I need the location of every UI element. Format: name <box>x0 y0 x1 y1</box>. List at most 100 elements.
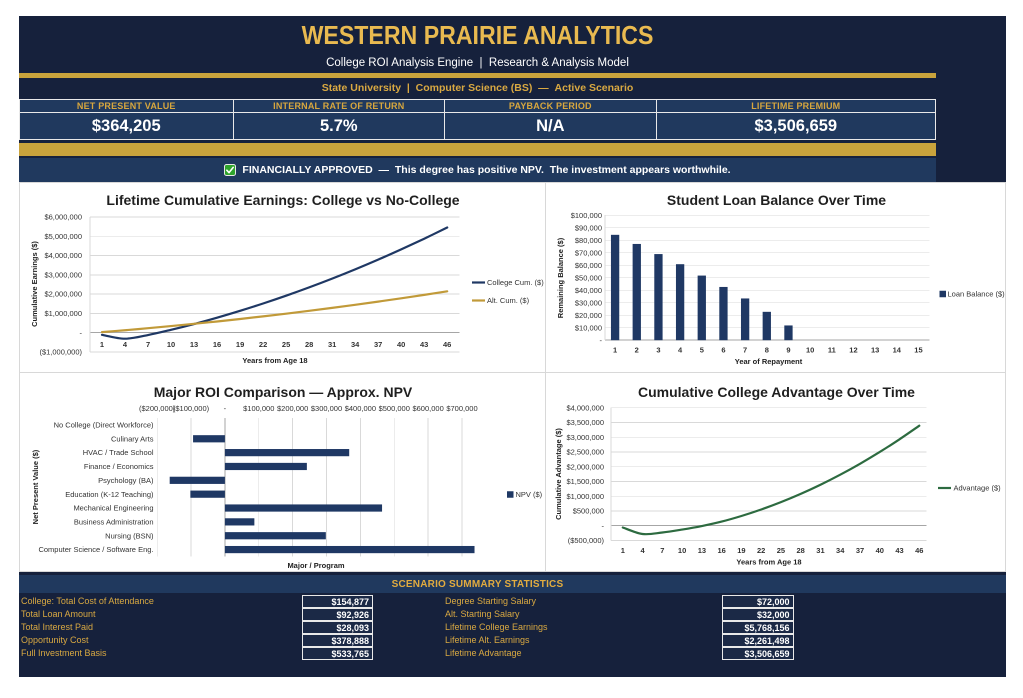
kpi-value: $364,205 <box>91 117 161 135</box>
svg-text:4: 4 <box>640 546 645 555</box>
gold-divider <box>19 73 936 78</box>
svg-text:$2,500,000: $2,500,000 <box>566 448 604 457</box>
kpi-row: NET PRESENT VALUE $364,205 INTERNAL RATE… <box>19 99 936 140</box>
svg-text:Years from Age 18: Years from Age 18 <box>736 558 801 567</box>
svg-text:10: 10 <box>167 340 175 349</box>
svg-text:Mechanical Engineering: Mechanical Engineering <box>73 504 153 513</box>
svg-text:31: 31 <box>816 546 824 555</box>
svg-text:$40,000: $40,000 <box>575 286 602 295</box>
svg-text:Net Present Value ($): Net Present Value ($) <box>31 449 40 524</box>
svg-text:$10,000: $10,000 <box>575 323 602 332</box>
summary-label: Opportunity Cost <box>21 635 89 645</box>
svg-text:$80,000: $80,000 <box>575 236 602 245</box>
summary-value-box: $2,261,498 <box>722 633 794 647</box>
summary-value-box: $92,926 <box>301 607 373 621</box>
svg-text:College Cum. ($): College Cum. ($) <box>487 278 544 287</box>
summary-label: Lifetime College Earnings <box>445 622 548 632</box>
svg-text:Cumulative College Advantage O: Cumulative College Advantage Over Time <box>638 384 915 400</box>
svg-text:31: 31 <box>328 340 336 349</box>
chart-cumulative-earnings: Lifetime Cumulative Earnings: College vs… <box>19 182 546 373</box>
svg-text:$700,000: $700,000 <box>446 404 477 413</box>
svg-text:25: 25 <box>282 340 290 349</box>
svg-text:$100,000: $100,000 <box>243 404 274 413</box>
svg-text:43: 43 <box>895 546 903 555</box>
chart-loan-balance: Student Loan Balance Over Time - $10,000 $2… <box>545 182 1006 373</box>
svg-text:Lifetime Cumulative Earnings:: Lifetime Cumulative Earnings: College vs… <box>106 192 459 208</box>
svg-text:11: 11 <box>828 346 836 355</box>
svg-text:28: 28 <box>305 340 313 349</box>
svg-text:37: 37 <box>856 546 864 555</box>
summary-value-box: $533,765 <box>301 646 373 660</box>
svg-text:Major / Program: Major / Program <box>287 561 344 570</box>
summary-label: Full Investment Basis <box>21 648 107 658</box>
summary-band: SCENARIO SUMMARY STATISTICS <box>19 575 1006 593</box>
svg-text:$1,000,000: $1,000,000 <box>566 492 604 501</box>
kpi-value: N/A <box>536 117 565 135</box>
svg-text:6: 6 <box>721 346 725 355</box>
gold-bar <box>19 143 936 156</box>
summary-value-box: $28,093 <box>301 620 373 634</box>
svg-text:Cumulative Earnings ($): Cumulative Earnings ($) <box>30 241 39 327</box>
svg-text:$500,000: $500,000 <box>379 404 410 413</box>
svg-text:1: 1 <box>621 546 625 555</box>
svg-text:($1,000,000): ($1,000,000) <box>39 348 82 357</box>
summary-value-box: $5,768,156 <box>722 620 794 634</box>
svg-text:Remaining Balance ($): Remaining Balance ($) <box>556 237 565 318</box>
svg-text:($500,000): ($500,000) <box>568 536 605 545</box>
svg-text:4: 4 <box>123 340 128 349</box>
svg-text:22: 22 <box>259 340 267 349</box>
svg-text:$2,000,000: $2,000,000 <box>44 290 82 299</box>
svg-text:46: 46 <box>443 340 451 349</box>
svg-text:($100,000): ($100,000) <box>173 404 210 413</box>
svg-text:$200,000: $200,000 <box>277 404 308 413</box>
svg-text:1: 1 <box>100 340 104 349</box>
summary-value-box: $3,506,659 <box>722 646 794 660</box>
kpi-value: $3,506,659 <box>754 117 838 135</box>
chart-loan-balance-svg: Student Loan Balance Over Time - $10,000 $2… <box>556 192 1005 366</box>
summary-label: Total Interest Paid <box>21 622 94 632</box>
svg-text:$4,000,000: $4,000,000 <box>566 403 604 412</box>
svg-text:Advantage ($): Advantage ($) <box>954 484 1002 493</box>
kpi-net-present-value: NET PRESENT VALUE $364,205 <box>20 100 233 139</box>
summary-value-box: $378,888 <box>301 633 373 647</box>
svg-text:9: 9 <box>786 346 790 355</box>
svg-text:$1,000,000: $1,000,000 <box>44 309 82 318</box>
kpi-payback-period: PAYBACK PERIOD N/A <box>444 100 656 139</box>
chart-cumulative-earnings-svg: Lifetime Cumulative Earnings: College vs… <box>30 192 544 365</box>
kpi-lifetime-premium: LIFETIME PREMIUM $3,506,659 <box>655 100 935 139</box>
svg-text:-: - <box>602 521 605 530</box>
summary-value-box: $72,000 <box>722 594 794 608</box>
svg-text:$1,500,000: $1,500,000 <box>566 477 604 486</box>
svg-text:Alt. Cum. ($): Alt. Cum. ($) <box>487 296 530 305</box>
svg-text:7: 7 <box>146 340 150 349</box>
svg-text:3: 3 <box>656 346 660 355</box>
svg-text:$5,000,000: $5,000,000 <box>44 232 82 241</box>
app-subtitle: College ROI Analysis Engine | Research &… <box>326 57 629 69</box>
svg-text:NPV ($): NPV ($) <box>516 490 543 499</box>
svg-text:$3,500,000: $3,500,000 <box>566 418 604 427</box>
status-text: FINANCIALLY APPROVED — This degree has p… <box>242 164 731 176</box>
svg-text:$70,000: $70,000 <box>575 248 602 257</box>
svg-text:7: 7 <box>660 546 664 555</box>
svg-text:Years from Age 18: Years from Age 18 <box>242 356 307 365</box>
svg-text:28: 28 <box>797 546 805 555</box>
svg-text:$500,000: $500,000 <box>573 507 604 516</box>
kpi-label: LIFETIME PREMIUM <box>656 100 935 113</box>
svg-text:$3,000,000: $3,000,000 <box>44 270 82 279</box>
kpi-label: INTERNAL RATE OF RETURN <box>233 100 445 113</box>
svg-text:37: 37 <box>374 340 382 349</box>
svg-text:13: 13 <box>871 346 879 355</box>
svg-text:$100,000: $100,000 <box>571 211 602 220</box>
svg-text:14: 14 <box>893 346 902 355</box>
svg-text:5: 5 <box>700 346 704 355</box>
charts-grid: Lifetime Cumulative Earnings: College vs… <box>19 182 1006 572</box>
svg-text:10: 10 <box>806 346 814 355</box>
svg-text:$30,000: $30,000 <box>575 298 602 307</box>
svg-text:16: 16 <box>717 546 725 555</box>
svg-text:Culinary Arts: Culinary Arts <box>111 434 154 443</box>
summary-label: College: Total Cost of Attendance <box>21 596 154 606</box>
summary-label: Lifetime Advantage <box>445 648 522 658</box>
svg-text:7: 7 <box>743 346 747 355</box>
svg-text:Student Loan Balance Over Time: Student Loan Balance Over Time <box>667 192 886 208</box>
svg-text:Education (K-12 Teaching): Education (K-12 Teaching) <box>65 490 154 499</box>
